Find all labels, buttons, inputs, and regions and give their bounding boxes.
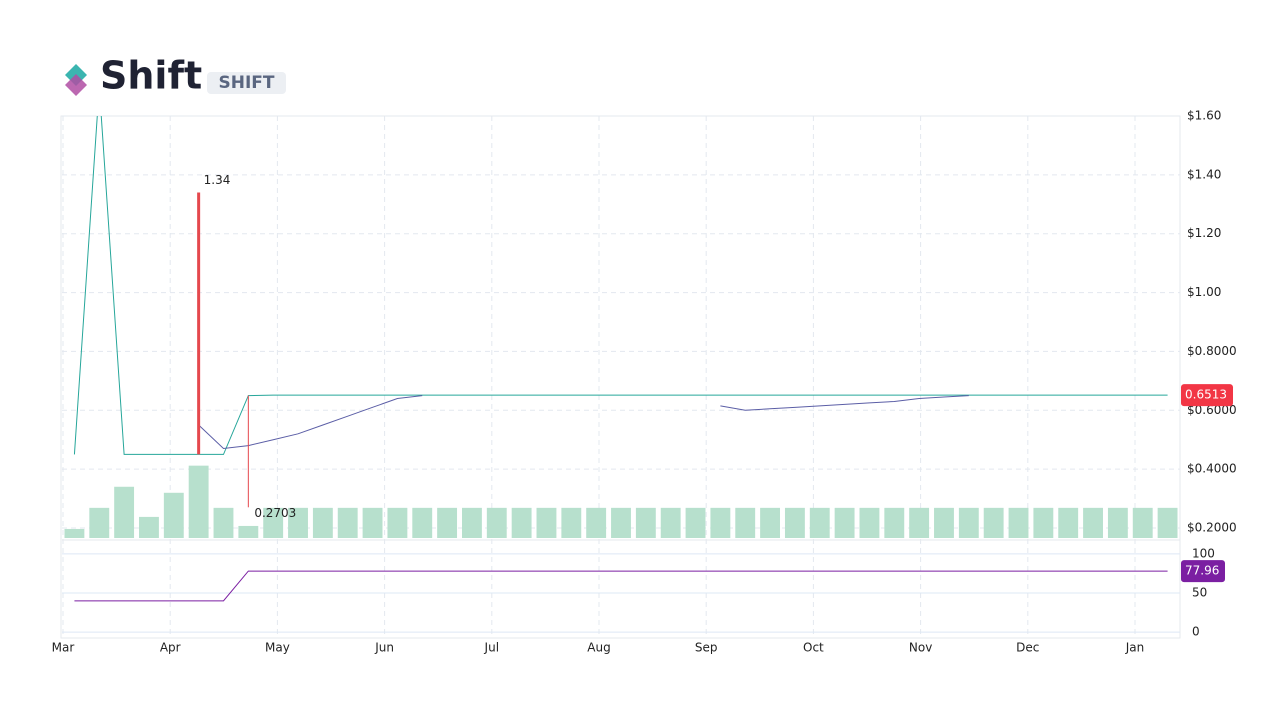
volume-bar — [809, 507, 830, 538]
volume-bar — [536, 507, 557, 538]
last-price-label: 0.6513 — [1185, 388, 1227, 402]
title: Shift — [100, 54, 202, 98]
volume-bar — [834, 507, 855, 538]
x-tick-label: Mar — [52, 641, 75, 655]
volume-bar — [188, 465, 209, 538]
volume-bar — [213, 507, 234, 538]
x-tick-label: Jan — [1125, 641, 1145, 655]
y-tick-label: $1.20 — [1187, 226, 1221, 240]
x-tick-label: Nov — [909, 641, 932, 655]
volume-bar — [958, 507, 979, 538]
x-tick-label: May — [265, 641, 290, 655]
plot-frame — [60, 115, 1181, 639]
price-line — [73, 116, 1168, 455]
y-tick-label: $1.60 — [1187, 109, 1221, 123]
volume-bar — [312, 507, 333, 538]
price-pane — [64, 116, 1178, 538]
volume-bar — [64, 528, 85, 538]
x-tick-label: Jun — [374, 641, 394, 655]
x-tick-label: Oct — [803, 641, 824, 655]
volume-bar — [784, 507, 805, 538]
y-tick-label: $1.00 — [1187, 285, 1221, 299]
volume-bar — [486, 507, 507, 538]
high-label: 1.34 — [204, 173, 231, 187]
y-tick-label: 100 — [1192, 546, 1215, 560]
volume-bar — [635, 507, 656, 538]
volume-bar — [362, 507, 383, 538]
volume-bar — [89, 507, 110, 538]
rsi-label: 77.96 — [1185, 564, 1219, 578]
x-tick-label: Dec — [1016, 641, 1039, 655]
volume-bar — [1083, 507, 1103, 538]
volume-bar — [735, 507, 756, 538]
volume-bar — [660, 507, 681, 538]
overlay: 1.34 0.2703 0.6513 77.96 — [74, 173, 1233, 602]
grid: $1.60 $1.40 $1.20 $1.00 $0.8000 $0.6000 $0.400… — [52, 109, 1237, 655]
volume-bar — [611, 507, 631, 538]
volume-bar — [1008, 507, 1029, 538]
volume-bar — [586, 507, 607, 538]
y-tick-label: 0 — [1192, 625, 1200, 639]
volume-bar — [1107, 507, 1128, 538]
average-line — [198, 395, 969, 450]
volume-bar — [859, 507, 880, 538]
y-tick-label: $0.2000 — [1187, 520, 1237, 534]
y-tick-label: 50 — [1192, 586, 1207, 600]
volume-bar — [1058, 507, 1079, 538]
volume-bar — [884, 507, 905, 538]
last-price-tag — [1181, 384, 1233, 407]
volume-bar — [114, 486, 135, 538]
volume-bar — [412, 507, 433, 538]
volume-bar — [139, 516, 159, 538]
ticker-badge — [207, 72, 286, 94]
rsi-line — [74, 570, 1168, 602]
y-tick-label: $0.6000 — [1187, 403, 1237, 417]
volume-bar — [1132, 507, 1153, 538]
volume-bar — [909, 507, 930, 538]
volume-bar — [461, 507, 482, 538]
low-label: 0.2703 — [254, 506, 296, 520]
volume-bar — [1157, 507, 1178, 538]
volume-bar — [561, 507, 582, 538]
volume-bar — [710, 507, 731, 538]
volume-bar — [387, 507, 408, 538]
x-tick-label: Sep — [695, 641, 718, 655]
x-tick-label: Jul — [484, 641, 499, 655]
ticker: SHIFT — [218, 73, 274, 93]
volume-bar — [337, 507, 358, 538]
volume-bar — [934, 507, 954, 538]
y-tick-label: $0.4000 — [1187, 462, 1237, 476]
volume-bar — [1033, 507, 1054, 538]
x-tick-label: Apr — [160, 641, 181, 655]
y-tick-label: $0.8000 — [1187, 344, 1237, 358]
x-tick-label: Aug — [587, 641, 610, 655]
volume-bar — [238, 525, 259, 538]
volume-bar — [511, 507, 532, 538]
volume-bar — [263, 507, 284, 538]
y-tick-label: $1.40 — [1187, 167, 1221, 181]
volume-bar — [163, 492, 184, 538]
rsi-tag — [1181, 560, 1225, 583]
volume-bar — [685, 507, 706, 538]
volume-bar — [983, 507, 1004, 538]
volume-bar — [437, 507, 458, 538]
volume-bar — [288, 507, 308, 538]
volume-bar — [760, 507, 781, 538]
logo — [65, 64, 87, 96]
